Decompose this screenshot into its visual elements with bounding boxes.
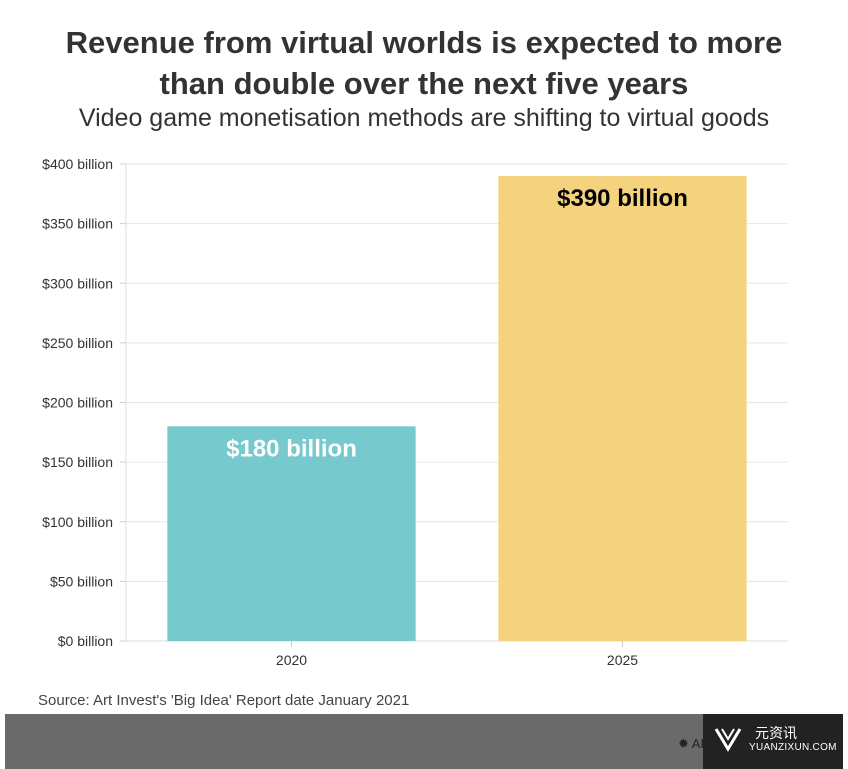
source-note: Source: Art Invest's 'Big Idea' Report d… [38, 692, 410, 709]
bar [167, 426, 416, 641]
bar [498, 175, 747, 642]
data-label: $180 billion [226, 435, 357, 462]
y-tick-label: $100 billion [42, 514, 113, 530]
chart-title: Revenue from virtual worlds is expected … [0, 22, 848, 104]
brand-name-en: YUANZIXUN.COM [749, 742, 837, 753]
brand-badge: 元资讯 YUANZIXUN.COM [703, 714, 843, 769]
x-tick-label: 2025 [607, 652, 638, 668]
title-line-2: than double over the next five years [159, 66, 689, 101]
brand-name-cn: 元资讯 [755, 726, 797, 742]
bar-chart: $0 billion $50 billion $100 billion $150 bi… [42, 156, 788, 668]
y-tick-label: $50 billion [50, 573, 113, 589]
y-tick-label: $350 billion [42, 216, 113, 232]
y-tick-label: $400 billion [42, 156, 113, 172]
chart-subtitle: Video game monetisation methods are shif… [78, 104, 770, 132]
data-label: $390 billion [557, 185, 688, 212]
x-tick-label: 2020 [276, 652, 307, 668]
watermark-mark: ✹ AR [678, 736, 710, 751]
title-line-1: Revenue from virtual worlds is expected … [65, 25, 783, 60]
y-tick-label: $200 billion [42, 395, 113, 411]
y-tick-label: $150 billion [42, 454, 113, 470]
y-tick-label: $0 billion [58, 633, 113, 649]
y-tick-label: $250 billion [42, 335, 113, 351]
v-logo-icon [714, 728, 742, 752]
y-tick-label: $300 billion [42, 275, 113, 291]
